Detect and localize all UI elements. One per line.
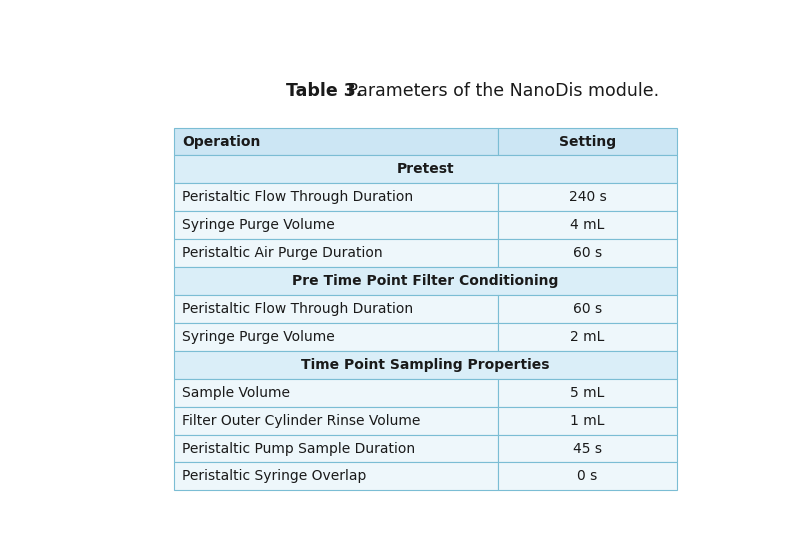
Text: Parameters of the NanoDis module.: Parameters of the NanoDis module. xyxy=(342,82,659,100)
Bar xyxy=(498,463,677,490)
Text: 60 s: 60 s xyxy=(573,246,602,260)
Text: 4 mL: 4 mL xyxy=(570,218,605,232)
Bar xyxy=(174,211,498,239)
Bar xyxy=(174,407,498,434)
Bar xyxy=(498,323,677,351)
Text: Pretest: Pretest xyxy=(397,163,454,176)
Bar xyxy=(174,156,677,183)
Text: 60 s: 60 s xyxy=(573,302,602,316)
Bar xyxy=(174,267,677,295)
Bar xyxy=(174,434,498,463)
Text: Peristaltic Syringe Overlap: Peristaltic Syringe Overlap xyxy=(182,470,367,483)
Bar xyxy=(174,239,498,267)
Text: 2 mL: 2 mL xyxy=(570,330,605,344)
Text: Syringe Purge Volume: Syringe Purge Volume xyxy=(182,330,335,344)
Text: Peristaltic Pump Sample Duration: Peristaltic Pump Sample Duration xyxy=(182,441,415,456)
Text: 0 s: 0 s xyxy=(578,470,598,483)
Text: Table 3.: Table 3. xyxy=(286,82,362,100)
Bar xyxy=(174,127,498,156)
Text: Filter Outer Cylinder Rinse Volume: Filter Outer Cylinder Rinse Volume xyxy=(182,414,421,427)
Text: Peristaltic Air Purge Duration: Peristaltic Air Purge Duration xyxy=(182,246,383,260)
Text: Peristaltic Flow Through Duration: Peristaltic Flow Through Duration xyxy=(182,190,414,204)
Bar xyxy=(174,295,498,323)
Bar xyxy=(174,463,498,490)
Text: 5 mL: 5 mL xyxy=(570,386,605,400)
Bar xyxy=(498,127,677,156)
Bar xyxy=(498,211,677,239)
Text: Syringe Purge Volume: Syringe Purge Volume xyxy=(182,218,335,232)
Text: 45 s: 45 s xyxy=(573,441,602,456)
Bar xyxy=(498,239,677,267)
Text: Sample Volume: Sample Volume xyxy=(182,386,290,400)
Bar xyxy=(174,351,677,379)
Bar xyxy=(174,323,498,351)
Bar xyxy=(498,295,677,323)
Bar xyxy=(498,407,677,434)
Bar xyxy=(174,379,498,407)
Bar xyxy=(498,183,677,211)
Bar xyxy=(174,183,498,211)
Text: 1 mL: 1 mL xyxy=(570,414,605,427)
Text: 240 s: 240 s xyxy=(569,190,606,204)
Text: Setting: Setting xyxy=(559,134,616,149)
Text: Pre Time Point Filter Conditioning: Pre Time Point Filter Conditioning xyxy=(292,274,558,288)
Text: Time Point Sampling Properties: Time Point Sampling Properties xyxy=(302,358,550,372)
Text: Peristaltic Flow Through Duration: Peristaltic Flow Through Duration xyxy=(182,302,414,316)
Bar xyxy=(498,379,677,407)
Text: Operation: Operation xyxy=(182,134,261,149)
Bar xyxy=(498,434,677,463)
